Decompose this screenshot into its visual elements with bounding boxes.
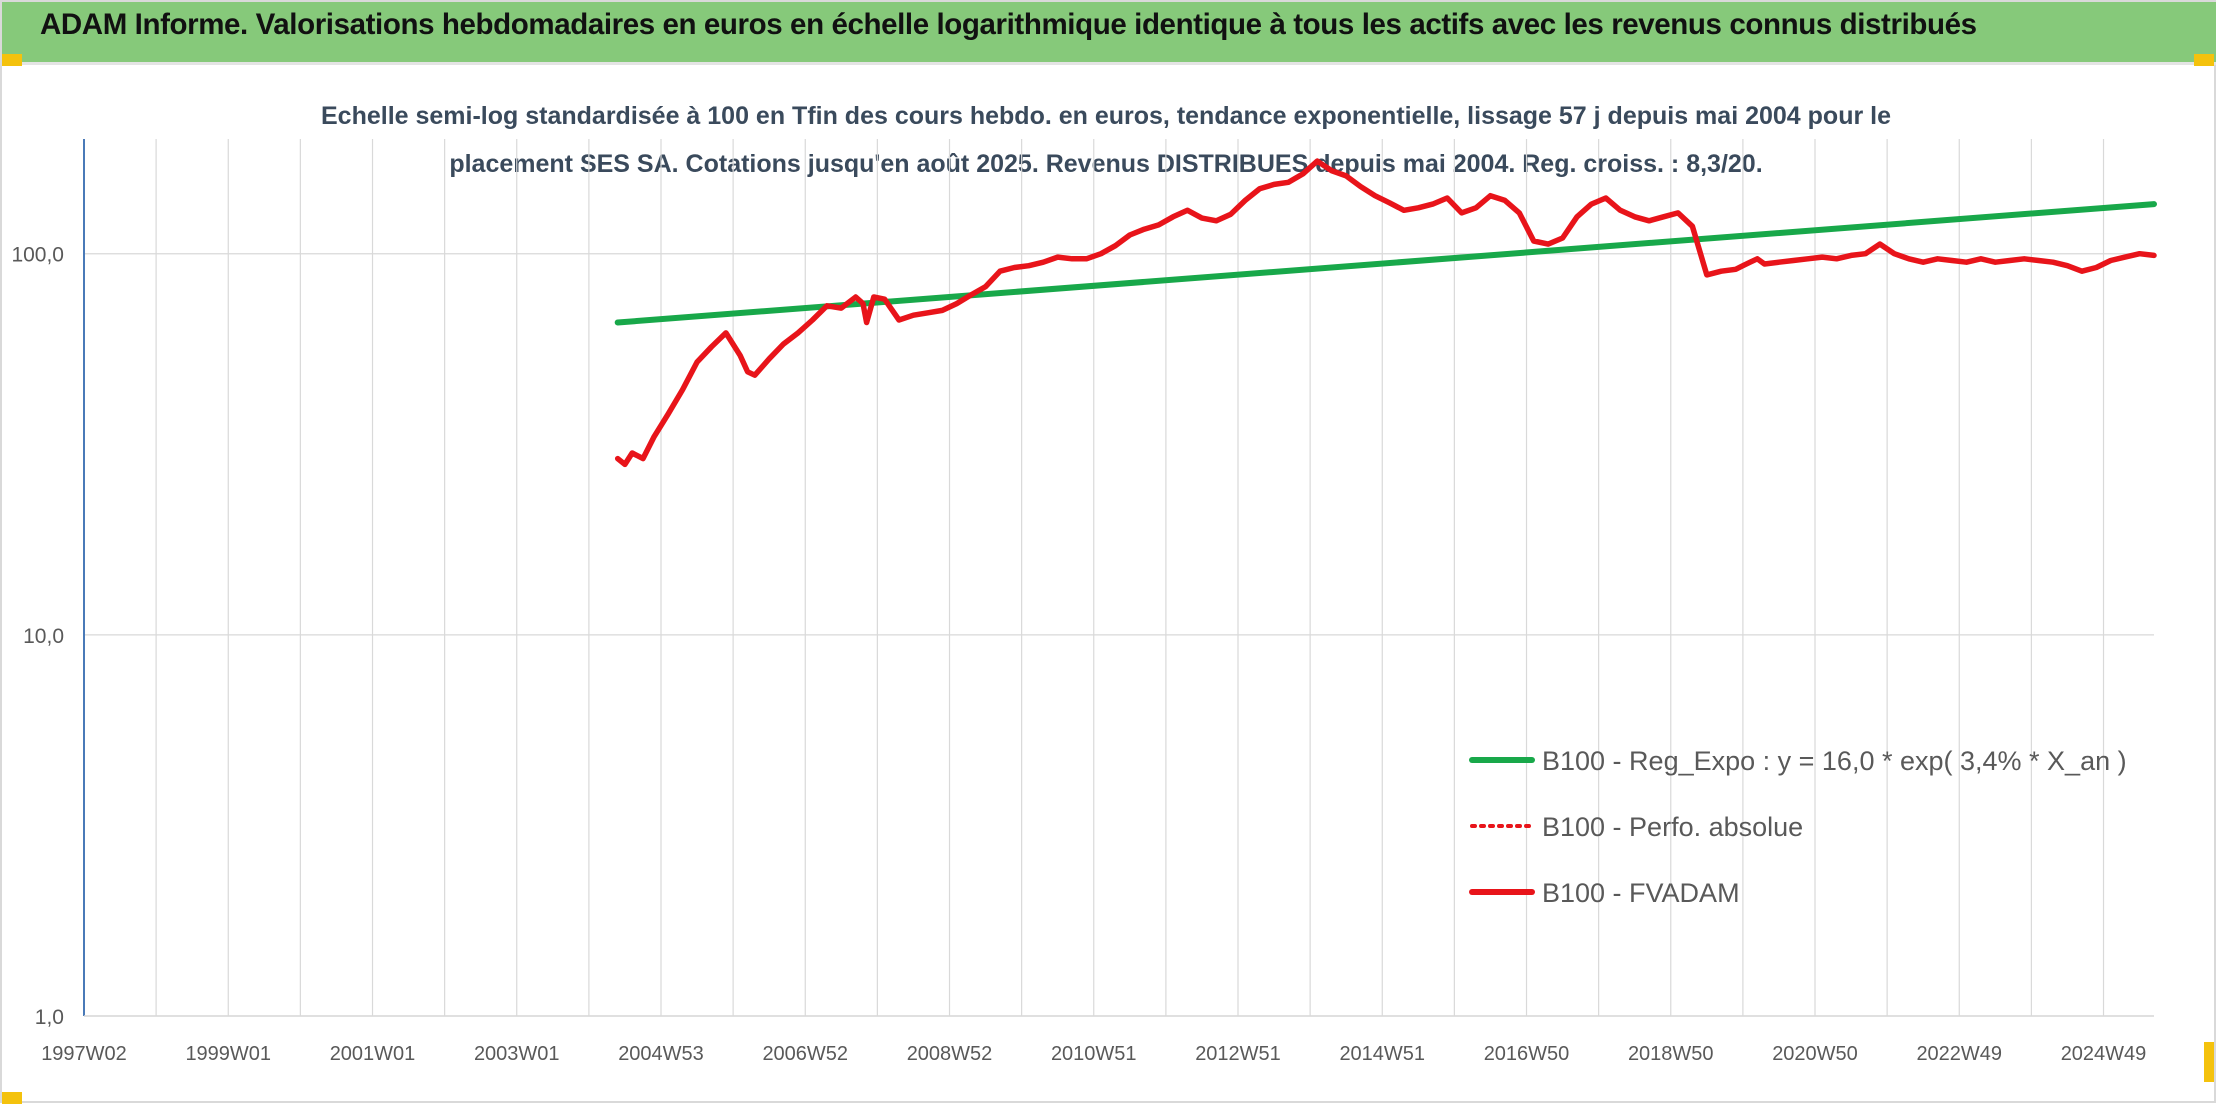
axes: 1,0 10,0 100,0 1997W02 1999W01 2001W01 2003W01… bbox=[11, 139, 2154, 1065]
x-tick-label: 2004W53 bbox=[618, 1043, 704, 1065]
y-tick-label: 100,0 bbox=[11, 244, 64, 267]
chart-subtitle-line: Echelle semi-log standardisée à 100 en T… bbox=[321, 102, 1891, 130]
x-tick-label: 2012W51 bbox=[1195, 1043, 1281, 1065]
x-tick-label: 2008W52 bbox=[907, 1043, 993, 1065]
x-tick-label: 2020W50 bbox=[1772, 1043, 1858, 1065]
x-tick-label: 2024W49 bbox=[2061, 1043, 2147, 1065]
legend-label: B100 - Perfo. absolue bbox=[1542, 812, 1803, 842]
y-tick-label: 1,0 bbox=[35, 1006, 64, 1029]
x-tick-label: 2006W52 bbox=[762, 1043, 848, 1065]
x-tick-label: 2003W01 bbox=[474, 1043, 560, 1065]
header-bar: ADAM Informe. Valorisations hebdomadaire… bbox=[2, 2, 2216, 65]
corner-marker bbox=[2, 1092, 22, 1104]
chart-subtitle: Echelle semi-log standardisée à 100 en T… bbox=[321, 102, 1891, 178]
x-tick-label: 2022W49 bbox=[1916, 1043, 2002, 1065]
series bbox=[614, 158, 2157, 468]
corner-marker bbox=[2, 54, 22, 66]
corner-marker bbox=[2194, 54, 2214, 66]
legend: B100 - Reg_Expo : y = 16,0 * exp( 3,4% *… bbox=[1469, 746, 2127, 908]
x-tick-label: 2016W50 bbox=[1484, 1043, 1570, 1065]
x-tick-label: 1997W02 bbox=[41, 1043, 127, 1065]
legend-label: B100 - FVADAM bbox=[1542, 878, 1740, 908]
chart-subtitle-line: placement SES SA. Cotations jusqu'en aoû… bbox=[449, 150, 1762, 178]
x-tick-label: 2014W51 bbox=[1339, 1043, 1425, 1065]
legend-label: B100 - Reg_Expo : y = 16,0 * exp( 3,4% *… bbox=[1542, 746, 2127, 776]
x-tick-label: 2018W50 bbox=[1628, 1043, 1714, 1065]
corner-marker bbox=[2204, 1042, 2214, 1082]
grid bbox=[83, 139, 2154, 1017]
x-tick-label: 1999W01 bbox=[185, 1043, 271, 1065]
x-tick-label: 2001W01 bbox=[330, 1043, 416, 1065]
y-tick-label: 10,0 bbox=[23, 625, 64, 648]
page-title: ADAM Informe. Valorisations hebdomadaire… bbox=[40, 8, 1977, 41]
fvadam-line bbox=[614, 158, 2157, 468]
x-tick-label: 2010W51 bbox=[1051, 1043, 1137, 1065]
